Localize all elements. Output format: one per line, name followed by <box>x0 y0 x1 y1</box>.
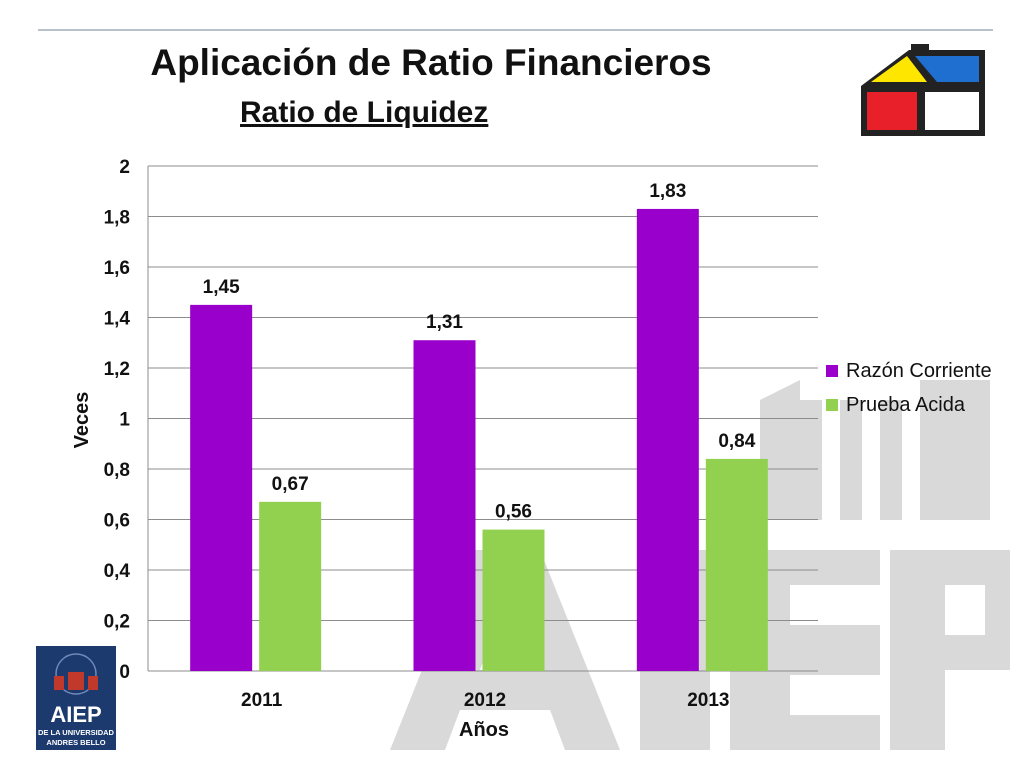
bar-data-label: 1,83 <box>649 181 686 202</box>
y-tick-label: 0,8 <box>104 460 130 481</box>
bar-data-label: 0,84 <box>718 431 755 452</box>
legend-swatch-purple <box>826 365 838 377</box>
slide-title: Aplicación de Ratio Financieros <box>150 42 712 83</box>
y-tick-label: 1,2 <box>104 359 130 380</box>
legend-item-razon-corriente: Razón Corriente <box>826 354 992 388</box>
bar-razon-corriente <box>190 304 253 671</box>
x-tick-label: 2013 <box>687 690 729 711</box>
y-axis-ticks: 0 0,2 0,4 0,6 0,8 1 1,2 1,4 1,6 1,8 2 <box>104 157 131 683</box>
bar-data-label: 0,56 <box>495 502 532 523</box>
y-tick-label: 1,8 <box>104 208 130 229</box>
chart-bars <box>190 208 768 672</box>
bar-prueba-acida <box>705 458 768 671</box>
y-axis-label: Veces <box>71 392 93 449</box>
x-tick-label: 2011 <box>241 690 283 711</box>
y-tick-label: 1 <box>119 410 130 431</box>
bar-data-labels: 1,45 0,67 1,31 0,56 1,83 0,84 <box>203 181 756 523</box>
house-logo-icon <box>861 44 985 136</box>
legend-item-prueba-acida: Prueba Acida <box>826 388 992 422</box>
x-tick-label: 2012 <box>464 690 506 711</box>
slide-subtitle: Ratio de Liquidez <box>240 96 489 129</box>
x-axis-label: Años <box>459 719 509 741</box>
logo-tagline-1: DE LA UNIVERSIDAD <box>38 728 115 737</box>
y-tick-label: 1,4 <box>104 309 131 330</box>
y-tick-label: 2 <box>119 157 130 178</box>
bar-data-label: 0,67 <box>272 474 309 495</box>
aiep-logo-icon: AIEP DE LA UNIVERSIDAD ANDRES BELLO <box>36 646 116 750</box>
bar-data-label: 1,31 <box>426 312 463 333</box>
y-tick-label: 0 <box>119 662 130 683</box>
bar-razon-corriente <box>636 208 699 672</box>
legend-label: Prueba Acida <box>846 393 965 416</box>
y-tick-label: 0,6 <box>104 511 130 532</box>
legend-swatch-green <box>826 399 838 411</box>
top-divider <box>38 29 993 31</box>
y-tick-label: 1,6 <box>104 258 130 279</box>
legend-label: Razón Corriente <box>846 359 992 382</box>
y-tick-label: 0,4 <box>104 561 131 582</box>
chart-legend: Razón Corriente Prueba Acida <box>826 354 992 422</box>
bar-data-label: 1,45 <box>203 277 240 298</box>
logo-tagline-2: ANDRES BELLO <box>46 738 105 747</box>
x-axis-ticks: 2011 2012 2013 <box>241 690 729 711</box>
logo-name: AIEP <box>50 702 101 727</box>
y-tick-label: 0,2 <box>104 612 130 633</box>
bar-prueba-acida <box>259 501 322 671</box>
bar-prueba-acida <box>482 529 545 671</box>
bar-razon-corriente <box>413 340 476 671</box>
